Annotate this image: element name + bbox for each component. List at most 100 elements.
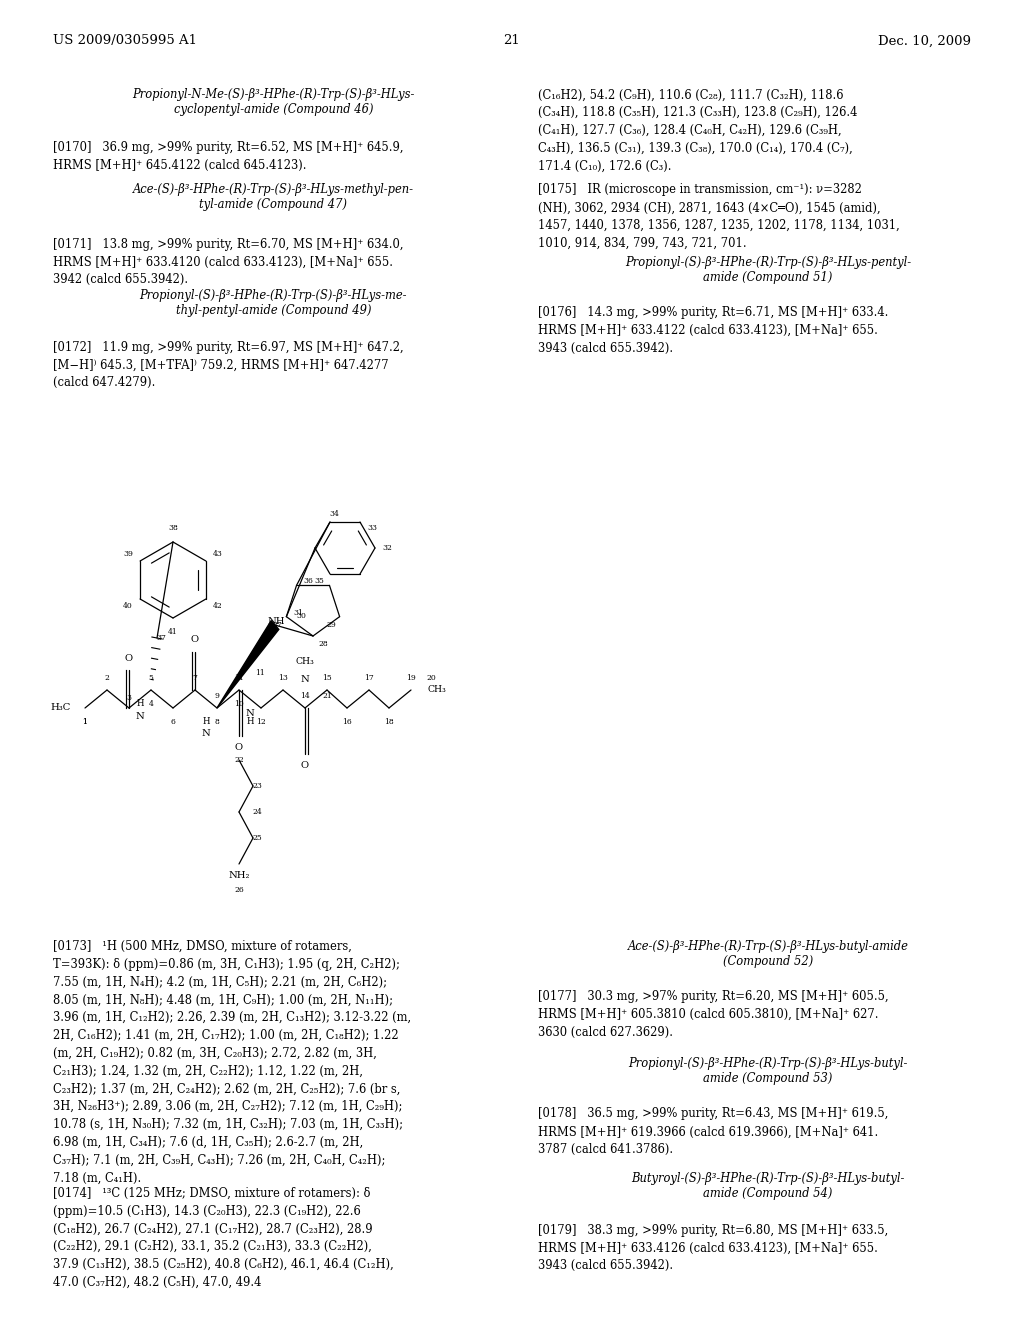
Text: US 2009/0305995 A1: US 2009/0305995 A1: [53, 34, 198, 48]
Text: 1457, 1440, 1378, 1356, 1287, 1235, 1202, 1178, 1134, 1031,: 1457, 1440, 1378, 1356, 1287, 1235, 1202…: [538, 219, 899, 232]
Text: 8.05 (m, 1H, N₈H); 4.48 (m, 1H, C₉H); 1.00 (m, 2H, N₁₁H);: 8.05 (m, 1H, N₈H); 4.48 (m, 1H, C₉H); 1.…: [53, 993, 393, 1006]
Text: 3943 (calcd 655.3942).: 3943 (calcd 655.3942).: [538, 1259, 673, 1272]
Text: 3787 (calcd 641.3786).: 3787 (calcd 641.3786).: [538, 1143, 673, 1156]
Text: 3: 3: [127, 694, 131, 702]
Text: 10: 10: [234, 700, 244, 708]
Text: 3.96 (m, 1H, C₁₂H2); 2.26, 2.39 (m, 2H, C₁₃H2); 3.12-3.22 (m,: 3.96 (m, 1H, C₁₂H2); 2.26, 2.39 (m, 2H, …: [53, 1011, 412, 1024]
Text: 9: 9: [215, 692, 219, 700]
Text: [0177]   30.3 mg, >97% purity, Rt=6.20, MS [M+H]⁺ 605.5,: [0177] 30.3 mg, >97% purity, Rt=6.20, MS…: [538, 990, 888, 1003]
Text: O: O: [125, 653, 133, 663]
Text: HRMS [M+H]⁺ 645.4122 (calcd 645.4123).: HRMS [M+H]⁺ 645.4122 (calcd 645.4123).: [53, 158, 307, 172]
Text: (NH), 3062, 2934 (CH), 2871, 1643 (4×C═O), 1545 (amid),: (NH), 3062, 2934 (CH), 2871, 1643 (4×C═O…: [538, 201, 881, 214]
Text: (C₄₁H), 127.7 (C₃₆), 128.4 (C₄₀H, C₄₂H), 129.6 (C₃₉H,: (C₄₁H), 127.7 (C₃₆), 128.4 (C₄₀H, C₄₂H),…: [538, 124, 842, 137]
Text: [0178]   36.5 mg, >99% purity, Rt=6.43, MS [M+H]⁺ 619.5,: [0178] 36.5 mg, >99% purity, Rt=6.43, MS…: [538, 1107, 888, 1121]
Text: (C₁₈H2), 26.7 (C₂₄H2), 27.1 (C₁₇H2), 28.7 (C₂₃H2), 28.9: (C₁₈H2), 26.7 (C₂₄H2), 27.1 (C₁₇H2), 28.…: [53, 1222, 373, 1236]
Text: CH₃: CH₃: [296, 657, 314, 667]
Text: HRMS [M+H]⁺ 633.4122 (calcd 633.4123), [M+Na]⁺ 655.: HRMS [M+H]⁺ 633.4122 (calcd 633.4123), […: [538, 323, 878, 337]
Text: (ppm)=10.5 (C₁H3), 14.3 (C₂₀H3), 22.3 (C₁₉H2), 22.6: (ppm)=10.5 (C₁H3), 14.3 (C₂₀H3), 22.3 (C…: [53, 1204, 361, 1217]
Text: H: H: [246, 718, 254, 726]
Text: 38: 38: [168, 524, 178, 532]
Text: 11: 11: [255, 669, 265, 677]
Text: (calcd 647.4279).: (calcd 647.4279).: [53, 376, 156, 389]
Text: 3630 (calcd 627.3629).: 3630 (calcd 627.3629).: [538, 1026, 673, 1039]
Text: 21: 21: [504, 34, 520, 48]
Text: 37: 37: [156, 634, 166, 642]
Text: 7: 7: [193, 675, 198, 682]
Text: Dec. 10, 2009: Dec. 10, 2009: [878, 34, 971, 48]
Text: 35: 35: [314, 577, 325, 585]
Text: 30: 30: [296, 612, 306, 620]
Text: [0173]   ¹H (500 MHz, DMSO, mixture of rotamers,: [0173] ¹H (500 MHz, DMSO, mixture of rot…: [53, 940, 352, 953]
Text: O: O: [190, 635, 199, 644]
Text: C₃₇H); 7.1 (m, 2H, C₃₉H, C₄₃H); 7.26 (m, 2H, C₄₀H, C₄₂H);: C₃₇H); 7.1 (m, 2H, C₃₉H, C₄₃H); 7.26 (m,…: [53, 1154, 386, 1167]
Text: 42: 42: [213, 602, 223, 610]
Text: N: N: [202, 730, 210, 738]
Text: 3H, N₂₆H3⁺); 2.89, 3.06 (m, 2H, C₂₇H2); 7.12 (m, 1H, C₂₉H);: 3H, N₂₆H3⁺); 2.89, 3.06 (m, 2H, C₂₇H2); …: [53, 1101, 402, 1113]
Text: O: O: [234, 743, 243, 752]
Text: 11: 11: [234, 675, 244, 682]
Text: [0179]   38.3 mg, >99% purity, Rt=6.80, MS [M+H]⁺ 633.5,: [0179] 38.3 mg, >99% purity, Rt=6.80, MS…: [538, 1224, 888, 1237]
Text: Ace-(S)-β³-HPhe-(R)-Trp-(S)-β³-HLys-butyl-amide
(Compound 52): Ace-(S)-β³-HPhe-(R)-Trp-(S)-β³-HLys-buty…: [628, 940, 908, 968]
Text: 2: 2: [104, 675, 110, 682]
Text: 25: 25: [252, 834, 262, 842]
Text: H₃C: H₃C: [50, 704, 71, 713]
Text: 22: 22: [234, 756, 244, 764]
Text: Ace-(S)-β³-HPhe-(R)-Trp-(S)-β³-HLys-methyl-pen-
tyl-amide (Compound 47): Ace-(S)-β³-HPhe-(R)-Trp-(S)-β³-HLys-meth…: [133, 183, 414, 211]
Text: 34: 34: [329, 510, 339, 517]
Text: Propionyl-(S)-β³-HPhe-(R)-Trp-(S)-β³-HLys-pentyl-
amide (Compound 51): Propionyl-(S)-β³-HPhe-(R)-Trp-(S)-β³-HLy…: [625, 256, 911, 284]
Text: NH₂: NH₂: [228, 871, 250, 880]
Text: T=393K): δ (ppm)=0.86 (m, 3H, C₁H3); 1.95 (q, 2H, C₂H2);: T=393K): δ (ppm)=0.86 (m, 3H, C₁H3); 1.9…: [53, 958, 400, 970]
Text: [0170]   36.9 mg, >99% purity, Rt=6.52, MS [M+H]⁺ 645.9,: [0170] 36.9 mg, >99% purity, Rt=6.52, MS…: [53, 141, 403, 154]
Text: (C₃₄H), 118.8 (C₃₅H), 121.3 (C₃₃H), 123.8 (C₂₉H), 126.4: (C₃₄H), 118.8 (C₃₅H), 121.3 (C₃₃H), 123.…: [538, 106, 857, 119]
Text: Butyroyl-(S)-β³-HPhe-(R)-Trp-(S)-β³-HLys-butyl-
amide (Compound 54): Butyroyl-(S)-β³-HPhe-(R)-Trp-(S)-β³-HLys…: [632, 1172, 904, 1200]
Text: 23: 23: [252, 781, 262, 789]
Text: HRMS [M+H]⁺ 619.3966 (calcd 619.3966), [M+Na]⁺ 641.: HRMS [M+H]⁺ 619.3966 (calcd 619.3966), […: [538, 1125, 878, 1138]
Text: 39: 39: [123, 550, 133, 558]
Text: Propionyl-(S)-β³-HPhe-(R)-Trp-(S)-β³-HLys-me-
thyl-pentyl-amide (Compound 49): Propionyl-(S)-β³-HPhe-(R)-Trp-(S)-β³-HLy…: [139, 289, 408, 317]
Text: 37.9 (C₁₃H2), 38.5 (C₂₅H2), 40.8 (C₆H2), 46.1, 46.4 (C₁₂H),: 37.9 (C₁₃H2), 38.5 (C₂₅H2), 40.8 (C₆H2),…: [53, 1258, 394, 1271]
Text: N: N: [135, 711, 144, 721]
Text: 29: 29: [327, 620, 337, 628]
Text: 10.78 (s, 1H, N₃₀H); 7.32 (m, 1H, C₃₂H); 7.03 (m, 1H, C₃₃H);: 10.78 (s, 1H, N₃₀H); 7.32 (m, 1H, C₃₂H);…: [53, 1118, 403, 1131]
Text: Propionyl-(S)-β³-HPhe-(R)-Trp-(S)-β³-HLys-butyl-
amide (Compound 53): Propionyl-(S)-β³-HPhe-(R)-Trp-(S)-β³-HLy…: [629, 1057, 907, 1085]
Text: N: N: [246, 709, 254, 718]
Text: [0176]   14.3 mg, >99% purity, Rt=6.71, MS [M+H]⁺ 633.4.: [0176] 14.3 mg, >99% purity, Rt=6.71, MS…: [538, 306, 888, 319]
Text: 1010, 914, 834, 799, 743, 721, 701.: 1010, 914, 834, 799, 743, 721, 701.: [538, 238, 746, 249]
Text: HRMS [M+H]⁺ 605.3810 (calcd 605.3810), [M+Na]⁺ 627.: HRMS [M+H]⁺ 605.3810 (calcd 605.3810), […: [538, 1008, 879, 1020]
Text: 43: 43: [213, 550, 223, 558]
Text: H: H: [203, 718, 210, 726]
Text: O: O: [301, 762, 309, 771]
Text: 40: 40: [123, 602, 133, 610]
Text: HRMS [M+H]⁺ 633.4120 (calcd 633.4123), [M+Na]⁺ 655.: HRMS [M+H]⁺ 633.4120 (calcd 633.4123), […: [53, 256, 393, 268]
Text: 32: 32: [382, 544, 392, 552]
Text: 6: 6: [171, 718, 175, 726]
Polygon shape: [217, 620, 279, 708]
Text: HRMS [M+H]⁺ 633.4126 (calcd 633.4123), [M+Na]⁺ 655.: HRMS [M+H]⁺ 633.4126 (calcd 633.4123), […: [538, 1241, 878, 1254]
Text: 7.18 (m, C₄₁H).: 7.18 (m, C₄₁H).: [53, 1172, 141, 1184]
Text: C₂₁H3); 1.24, 1.32 (m, 2H, C₂₂H2); 1.12, 1.22 (m, 2H,: C₂₁H3); 1.24, 1.32 (m, 2H, C₂₂H2); 1.12,…: [53, 1064, 364, 1077]
Text: 18: 18: [384, 718, 394, 726]
Text: (C₁₆H2), 54.2 (C₉H), 110.6 (C₂₈), 111.7 (C₃₂H), 118.6: (C₁₆H2), 54.2 (C₉H), 110.6 (C₂₈), 111.7 …: [538, 88, 843, 102]
Text: 2H, C₁₆H2); 1.41 (m, 2H, C₁₇H2); 1.00 (m, 2H, C₁₈H2); 1.22: 2H, C₁₆H2); 1.41 (m, 2H, C₁₇H2); 1.00 (m…: [53, 1030, 399, 1041]
Text: 19: 19: [407, 675, 416, 682]
Text: 7.55 (m, 1H, N₄H); 4.2 (m, 1H, C₅H); 2.21 (m, 2H, C₆H2);: 7.55 (m, 1H, N₄H); 4.2 (m, 1H, C₅H); 2.2…: [53, 975, 387, 989]
Text: [0174]   ¹³C (125 MHz; DMSO, mixture of rotamers): δ: [0174] ¹³C (125 MHz; DMSO, mixture of ro…: [53, 1187, 371, 1200]
Text: 5: 5: [148, 675, 154, 682]
Text: 36: 36: [303, 577, 313, 585]
Text: 16: 16: [342, 718, 352, 726]
Text: [0171]   13.8 mg, >99% purity, Rt=6.70, MS [M+H]⁺ 634.0,: [0171] 13.8 mg, >99% purity, Rt=6.70, MS…: [53, 238, 403, 251]
Text: 6.98 (m, 1H, C₃₄H); 7.6 (d, 1H, C₃₅H); 2.6-2.7 (m, 2H,: 6.98 (m, 1H, C₃₄H); 7.6 (d, 1H, C₃₅H); 2…: [53, 1135, 364, 1148]
Text: 47.0 (C₃₇H2), 48.2 (C₅H), 47.0, 49.4: 47.0 (C₃₇H2), 48.2 (C₅H), 47.0, 49.4: [53, 1275, 261, 1288]
Text: [0175]   IR (microscope in transmission, cm⁻¹): ν=3282: [0175] IR (microscope in transmission, c…: [538, 183, 861, 197]
Text: C₄₃H), 136.5 (C₃₁), 139.3 (C₃₈), 170.0 (C₁₄), 170.4 (C₇),: C₄₃H), 136.5 (C₃₁), 139.3 (C₃₈), 170.0 (…: [538, 141, 852, 154]
Text: N: N: [301, 676, 309, 685]
Text: 3943 (calcd 655.3942).: 3943 (calcd 655.3942).: [538, 342, 673, 355]
Text: 1: 1: [83, 718, 87, 726]
Text: 8: 8: [215, 718, 219, 726]
Text: 41: 41: [168, 628, 178, 636]
Text: (C₂₂H2), 29.1 (C₂H2), 33.1, 35.2 (C₂₁H3), 33.3 (C₂₂H2),: (C₂₂H2), 29.1 (C₂H2), 33.1, 35.2 (C₂₁H3)…: [53, 1241, 372, 1253]
Text: 21: 21: [323, 692, 332, 700]
Text: 24: 24: [252, 808, 262, 816]
Text: C₂₃H2); 1.37 (m, 2H, C₂₄H2); 2.62 (m, 2H, C₂₅H2); 7.6 (br s,: C₂₃H2); 1.37 (m, 2H, C₂₄H2); 2.62 (m, 2H…: [53, 1082, 400, 1096]
Text: CH₃: CH₃: [427, 685, 445, 694]
